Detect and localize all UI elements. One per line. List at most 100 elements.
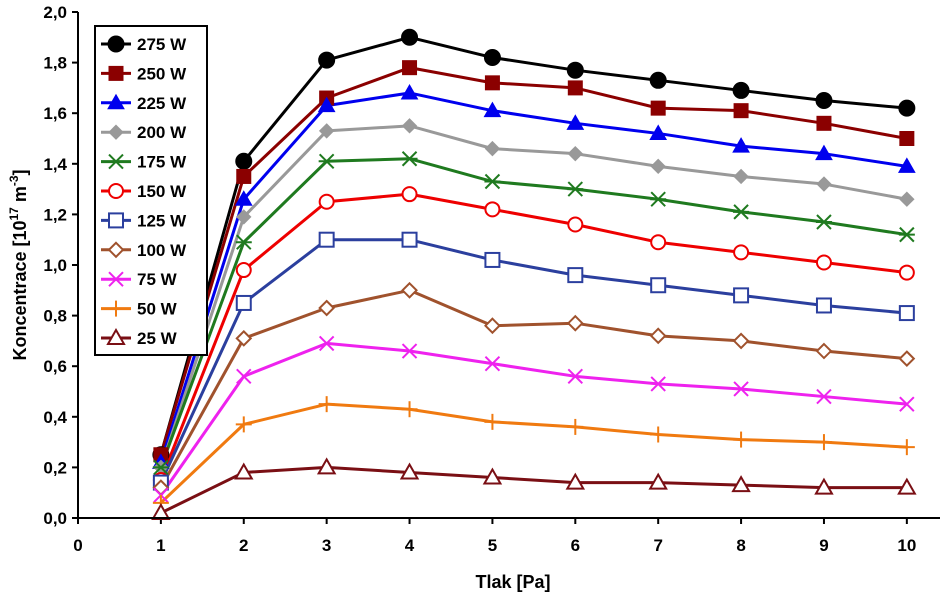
legend-swatch-marker (108, 212, 124, 229)
y-tick-label: 0,8 (43, 307, 67, 326)
data-point-200-w (567, 145, 584, 162)
data-point-250-w (650, 100, 666, 116)
data-point-25-w (731, 475, 751, 493)
data-point-75-w (401, 343, 418, 359)
y-axis-title-exp1: 17 (7, 207, 21, 221)
data-point-50-w (235, 416, 252, 433)
data-point-125-w (484, 251, 501, 268)
data-point-225-w (317, 96, 336, 113)
legend-swatch-marker (107, 35, 125, 53)
x-tick-label: 0 (73, 536, 82, 555)
legend-swatch-marker (108, 65, 124, 81)
data-point-275-w (898, 99, 916, 117)
data-point-125-w (898, 305, 915, 322)
series-line-250-w (159, 66, 908, 456)
legend-swatch-marker (108, 153, 124, 170)
legend-item-150-w: 150 W (101, 182, 187, 201)
data-point-50-w (733, 431, 750, 448)
data-point-150-w (815, 254, 832, 271)
legend-label: 150 W (137, 182, 187, 201)
data-point-250-w (236, 168, 252, 184)
data-point-75-w (650, 376, 666, 392)
data-point-125-w (318, 231, 335, 248)
legend-swatch-marker (108, 271, 124, 287)
data-point-175-w (650, 191, 667, 207)
legend-label: 25 W (137, 329, 178, 348)
data-point-175-w (484, 173, 501, 190)
legend-label: 275 W (137, 35, 187, 54)
y-tick-label: 0,0 (43, 509, 67, 528)
data-point-50-w (898, 439, 915, 456)
data-point-275-w (566, 61, 584, 79)
y-axis-title-main: Koncentrace [10 (10, 220, 30, 360)
data-point-200-w (484, 140, 501, 157)
data-point-125-w (815, 297, 832, 314)
legend-swatch-marker (107, 241, 125, 259)
data-point-50-w (650, 426, 667, 443)
series-lines (159, 35, 908, 515)
x-axis-title: Tlak [Pa] (475, 572, 550, 592)
legend-item-175-w: 175 W (101, 153, 187, 172)
data-point-275-w (318, 51, 336, 69)
legend-item-75-w: 75 W (101, 270, 178, 289)
legend-item-125-w: 125 W (101, 211, 187, 230)
data-point-50-w (567, 418, 584, 435)
data-point-25-w (814, 477, 834, 495)
data-point-175-w (235, 234, 252, 250)
y-axis-title-end: ] (10, 169, 30, 175)
data-point-250-w (567, 80, 583, 96)
data-point-75-w (318, 335, 335, 352)
data-point-225-w (566, 114, 585, 130)
data-point-200-w (650, 158, 666, 175)
data-point-175-w (733, 204, 750, 220)
data-point-100-w (815, 342, 833, 360)
legend-label: 125 W (137, 211, 187, 230)
data-point-175-w (567, 181, 584, 197)
x-tick-label: 5 (488, 536, 497, 555)
legend-label: 250 W (137, 64, 187, 83)
data-point-100-w (566, 314, 584, 332)
data-point-125-w (235, 294, 252, 311)
series-line-275-w (159, 35, 907, 456)
y-tick-labels: 0,0 0,2 0,4 0,6 0,8 1,0 1,2 1,4 1,6 1,8 2,0 (43, 3, 67, 528)
data-point-150-w (318, 193, 335, 210)
y-tick-label: 1,4 (43, 155, 67, 174)
data-point-225-w (897, 157, 916, 173)
series-line-100-w (159, 288, 907, 489)
data-point-75-w (816, 388, 832, 405)
x-tick-label: 8 (736, 536, 745, 555)
data-point-150-w (650, 234, 667, 251)
data-point-225-w (483, 101, 502, 118)
y-tick-label: 1,2 (43, 205, 67, 224)
data-point-225-w (400, 83, 419, 100)
legend-item-50-w: 50 W (101, 300, 178, 319)
data-point-50-w (401, 401, 418, 418)
y-tick-label: 1,6 (43, 104, 67, 123)
data-point-225-w (234, 190, 253, 206)
data-point-175-w (898, 226, 915, 243)
data-point-125-w (567, 267, 584, 284)
data-point-75-w (733, 381, 749, 397)
data-point-250-w (733, 103, 749, 119)
data-point-100-w (235, 329, 253, 347)
legend-item-25-w: 25 W (101, 327, 178, 348)
data-point-125-w (401, 231, 418, 248)
data-point-25-w (565, 472, 586, 490)
data-point-25-w (482, 467, 503, 485)
data-point-150-w (235, 262, 252, 279)
y-tick-label: 1,0 (43, 256, 67, 275)
data-point-275-w (401, 28, 419, 46)
data-point-75-w (567, 368, 584, 385)
x-tick-label: 1 (156, 536, 165, 555)
data-point-50-w (815, 434, 832, 451)
series-line-225-w (159, 91, 908, 463)
data-point-200-w (236, 209, 252, 225)
data-point-275-w (815, 92, 833, 110)
legend-item-275-w: 275 W (101, 35, 187, 54)
y-tick-label: 2,0 (43, 3, 67, 22)
data-point-175-w (401, 151, 418, 167)
x-tick-label: 2 (239, 536, 248, 555)
data-point-25-w (234, 462, 254, 480)
series-line-150-w (159, 192, 908, 481)
